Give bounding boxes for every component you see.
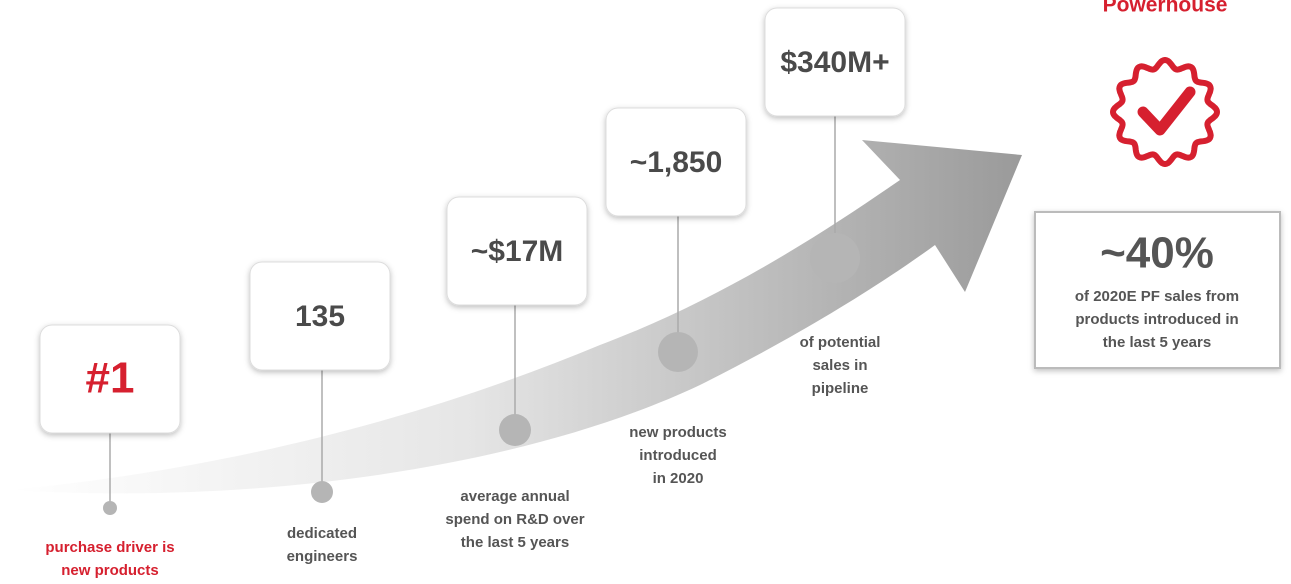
milestone-caption: in 2020 — [653, 470, 704, 487]
milestone-caption: new products — [629, 424, 727, 441]
milestone-dot — [311, 481, 333, 503]
milestone-value: $340M+ — [780, 46, 889, 79]
milestone-value: #1 — [86, 354, 135, 403]
highlight-caption: the last 5 years — [1103, 334, 1211, 351]
milestone-value: ~$17M — [471, 235, 564, 268]
milestone-dot — [499, 414, 531, 446]
milestone-dot — [658, 332, 698, 372]
title: Powerhouse — [1103, 0, 1228, 17]
milestone-caption: spend on R&D over — [445, 511, 584, 528]
check-badge — [1110, 57, 1220, 167]
milestone-dot — [103, 501, 117, 515]
milestone-dot — [810, 233, 860, 283]
milestone-caption: of potential — [800, 334, 881, 351]
milestone-caption: average annual — [460, 488, 569, 505]
milestone-caption: new products — [61, 562, 159, 579]
check-mark — [1137, 86, 1196, 136]
milestones: #1 purchase driver is new products 135 dedic… — [39, 7, 1239, 579]
value-box — [605, 107, 747, 217]
value-box — [249, 261, 391, 371]
milestone-caption: engineers — [287, 548, 358, 565]
highlight-caption: of 2020E PF sales from — [1075, 288, 1239, 305]
milestone-caption: dedicated — [287, 525, 357, 542]
milestone-caption: pipeline — [812, 380, 869, 397]
value-box — [764, 7, 906, 117]
milestone-value: 135 — [295, 300, 345, 333]
highlight-value: ~40% — [1100, 229, 1214, 278]
milestone-caption: purchase driver is — [45, 539, 174, 556]
milestone-caption: sales in — [812, 357, 867, 374]
highlight-caption: products introduced in — [1075, 311, 1238, 328]
value-box — [39, 324, 181, 434]
milestone-caption: the last 5 years — [461, 534, 569, 551]
milestone-caption: introduced — [639, 447, 717, 464]
highlight-box — [1034, 211, 1281, 369]
value-box — [446, 196, 588, 306]
milestone-value: ~1,850 — [630, 146, 723, 179]
